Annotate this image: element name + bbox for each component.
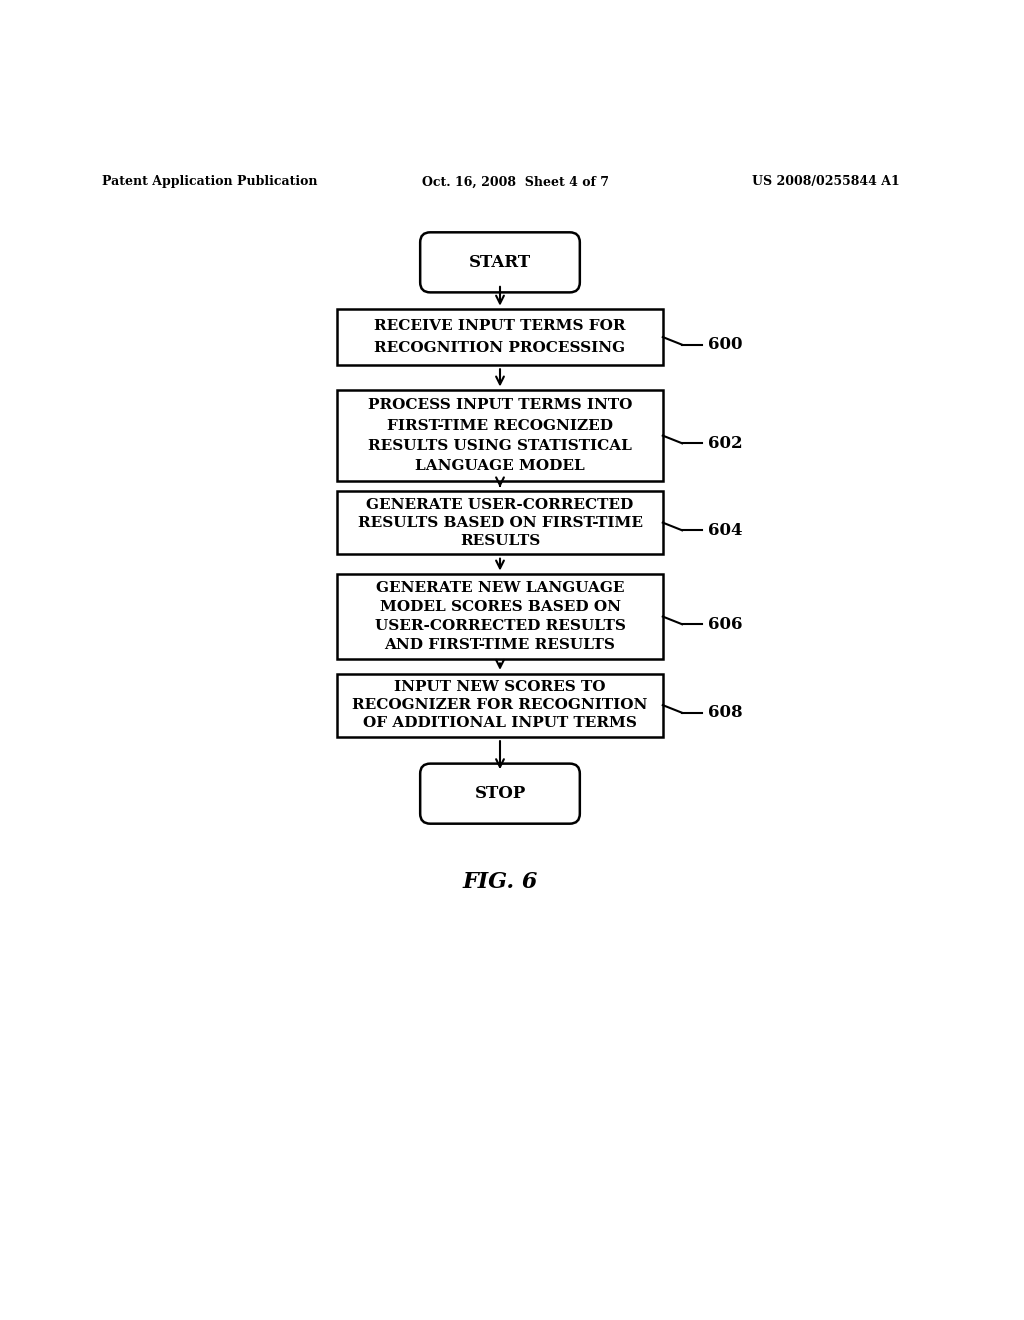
Text: START: START	[469, 253, 531, 271]
Text: RECOGNITION PROCESSING: RECOGNITION PROCESSING	[375, 341, 626, 355]
Text: RESULTS BASED ON FIRST-TIME: RESULTS BASED ON FIRST-TIME	[357, 516, 642, 529]
Text: STOP: STOP	[474, 785, 525, 803]
Text: RECOGNIZER FOR RECOGNITION: RECOGNIZER FOR RECOGNITION	[352, 698, 648, 711]
Text: OF ADDITIONAL INPUT TERMS: OF ADDITIONAL INPUT TERMS	[364, 717, 637, 730]
Text: PROCESS INPUT TERMS INTO: PROCESS INPUT TERMS INTO	[368, 399, 632, 412]
Text: AND FIRST-TIME RESULTS: AND FIRST-TIME RESULTS	[385, 638, 615, 652]
Text: FIRST-TIME RECOGNIZED: FIRST-TIME RECOGNIZED	[387, 418, 613, 433]
Text: FIG. 6: FIG. 6	[462, 871, 538, 894]
Text: US 2008/0255844 A1: US 2008/0255844 A1	[752, 176, 899, 189]
Text: 606: 606	[708, 615, 742, 632]
Text: MODEL SCORES BASED ON: MODEL SCORES BASED ON	[380, 601, 621, 614]
Text: RESULTS USING STATISTICAL: RESULTS USING STATISTICAL	[368, 438, 632, 453]
Text: GENERATE NEW LANGUAGE: GENERATE NEW LANGUAGE	[376, 581, 625, 595]
Text: USER-CORRECTED RESULTS: USER-CORRECTED RESULTS	[375, 619, 626, 634]
Text: RESULTS: RESULTS	[460, 533, 540, 548]
Text: RECEIVE INPUT TERMS FOR: RECEIVE INPUT TERMS FOR	[374, 319, 626, 333]
Text: Oct. 16, 2008  Sheet 4 of 7: Oct. 16, 2008 Sheet 4 of 7	[422, 176, 609, 189]
Text: LANGUAGE MODEL: LANGUAGE MODEL	[415, 459, 585, 473]
Text: GENERATE USER-CORRECTED: GENERATE USER-CORRECTED	[367, 498, 634, 512]
Text: Patent Application Publication: Patent Application Publication	[101, 176, 317, 189]
Text: 604: 604	[708, 521, 742, 539]
Text: 602: 602	[708, 434, 742, 451]
Text: 600: 600	[708, 337, 742, 354]
Text: INPUT NEW SCORES TO: INPUT NEW SCORES TO	[394, 680, 606, 694]
Text: 608: 608	[708, 705, 742, 721]
